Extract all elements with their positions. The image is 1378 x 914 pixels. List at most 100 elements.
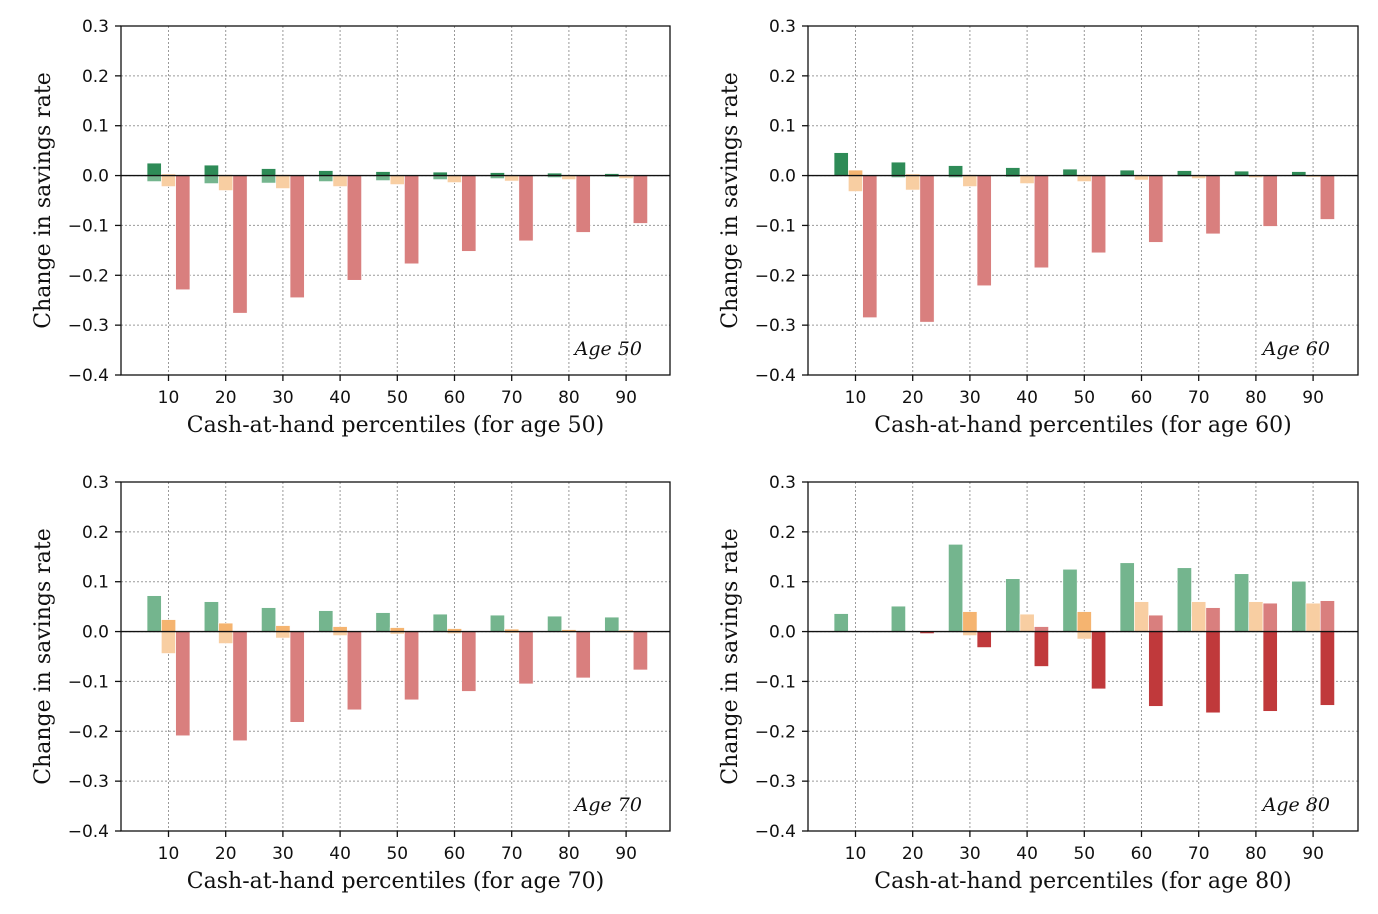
bar-orange-light-90: [1305, 602, 1321, 632]
x-tick-label: 20: [215, 388, 237, 408]
bar-green-dark-70: [1176, 170, 1192, 176]
bar-orange-light-60: [447, 175, 462, 183]
age-label: Age 70: [573, 794, 642, 816]
bar-red-light-20: [232, 175, 248, 314]
bar-red-light-70: [518, 631, 534, 685]
x-tick-label: 20: [215, 844, 237, 864]
bar-orange-dark-30: [962, 611, 978, 632]
x-tick-label: 40: [1016, 844, 1038, 864]
bar-red-light-30: [289, 631, 305, 723]
bar-red-light-70: [518, 175, 534, 242]
bar-orange-light-70: [504, 175, 520, 182]
x-tick-label: 90: [615, 844, 637, 864]
y-tick-label: 0.1: [769, 117, 796, 137]
chart-panel-4: 0.3 0.2 0.1 0.0 −0.1 −0.2 −0.3 −0.4 10 20 30 40 50 60…: [718, 473, 1359, 894]
bar-red-light-40: [1033, 175, 1049, 269]
y-tick-label: 0.1: [769, 573, 796, 593]
x-tick-label: 20: [902, 388, 924, 408]
bar-green-dark-30: [261, 168, 277, 176]
y-tick-label: 0.2: [82, 67, 109, 87]
bar-green-light-20: [890, 605, 906, 632]
y-tick-label: 0.1: [82, 117, 109, 137]
x-tick-label: 60: [1131, 388, 1153, 408]
plot-frame: [807, 481, 1359, 832]
bar-green-light-60: [1119, 562, 1135, 632]
y-tick-label: 0.0: [82, 623, 109, 643]
bar-red-dark-50: [1091, 631, 1107, 690]
bar-orange-light-10: [848, 175, 863, 192]
bar-red-light-10: [862, 175, 878, 318]
y-tick-label: 0.2: [769, 67, 796, 87]
bar-orange-dark-40: [332, 626, 348, 632]
bar-red-light-80: [1262, 602, 1278, 632]
x-tick-label: 90: [1302, 844, 1324, 864]
y-tick-label: 0.0: [769, 623, 796, 643]
bar-red-light-20: [232, 631, 248, 742]
bar-red-light-40: [346, 631, 362, 711]
bar-orange-dark-10: [848, 169, 863, 176]
bar-green-light-40: [318, 175, 334, 182]
y-tick-label: 0.3: [82, 17, 109, 37]
y-tick-label: 0.2: [82, 523, 109, 543]
y-tick-label: −0.2: [755, 266, 796, 286]
bar-green-light-40: [1005, 578, 1021, 632]
bar-orange-light-70: [1191, 601, 1207, 632]
y-tick-label: −0.2: [68, 266, 109, 286]
bar-green-dark-60: [1119, 169, 1135, 176]
y-tick-label: 0.0: [82, 167, 109, 187]
y-tick-label: 0.2: [769, 523, 796, 543]
bar-orange-light-20: [905, 175, 921, 191]
bar-green-light-30: [261, 175, 277, 184]
x-tick-label: 40: [329, 844, 351, 864]
bar-orange-light-30: [275, 175, 291, 189]
bar-green-light-30: [948, 544, 964, 632]
x-tick-label: 30: [959, 844, 981, 864]
x-axis-title: Cash-at-hand percentiles (for age 50): [187, 413, 604, 438]
bar-orange-light-10: [161, 631, 176, 654]
x-tick-label: 10: [845, 844, 867, 864]
bar-orange-dark-50: [1076, 611, 1092, 632]
bar-green-dark-50: [1062, 168, 1078, 176]
bar-orange-dark-10: [161, 619, 176, 632]
x-tick-label: 70: [501, 388, 523, 408]
bar-red-dark-40: [1033, 631, 1049, 667]
y-tick-label: −0.1: [68, 672, 109, 692]
bar-green-light-30: [261, 607, 277, 632]
x-tick-label: 50: [1073, 844, 1095, 864]
bar-red-light-60: [1148, 175, 1164, 243]
y-axis-title: Change in savings rate: [718, 528, 743, 784]
bar-green-dark-80: [1234, 170, 1250, 176]
x-tick-label: 80: [1245, 388, 1267, 408]
x-tick-label: 50: [386, 844, 408, 864]
y-tick-label: 0.0: [769, 167, 796, 187]
y-tick-label: −0.1: [755, 672, 796, 692]
x-tick-label: 40: [329, 388, 351, 408]
y-tick-label: −0.3: [68, 772, 109, 792]
y-tick-label: −0.2: [755, 722, 796, 742]
y-tick-label: −0.3: [68, 316, 109, 336]
bar-green-light-90: [604, 616, 620, 632]
bar-orange-dark-30: [275, 625, 291, 632]
bar-green-light-60: [432, 613, 448, 632]
bar-red-dark-60: [1148, 631, 1164, 707]
bar-green-light-10: [146, 595, 162, 632]
bar-red-light-70: [1205, 175, 1221, 235]
bar-orange-dark-20: [218, 622, 234, 632]
bar-red-dark-90: [1319, 631, 1335, 706]
x-tick-label: 70: [501, 844, 523, 864]
x-tick-label: 30: [272, 388, 294, 408]
x-tick-label: 10: [158, 388, 180, 408]
bar-red-light-90: [1319, 600, 1335, 632]
bar-green-light-80: [1234, 573, 1250, 632]
bar-green-light-10: [146, 175, 162, 182]
x-tick-label: 80: [1245, 844, 1267, 864]
y-tick-label: −0.1: [68, 216, 109, 236]
y-tick-label: −0.4: [755, 366, 796, 386]
chart-panel-1: 0.3 0.2 0.1 0.0 −0.1 −0.2 −0.3 −0.4 10 20 30 40 50 60…: [31, 17, 671, 438]
bar-red-light-90: [632, 175, 648, 224]
bar-orange-light-20: [218, 631, 234, 644]
plot-frame: [120, 25, 671, 376]
bar-orange-light-30: [275, 631, 291, 639]
bar-red-light-60: [461, 175, 477, 252]
x-tick-label: 80: [558, 844, 580, 864]
